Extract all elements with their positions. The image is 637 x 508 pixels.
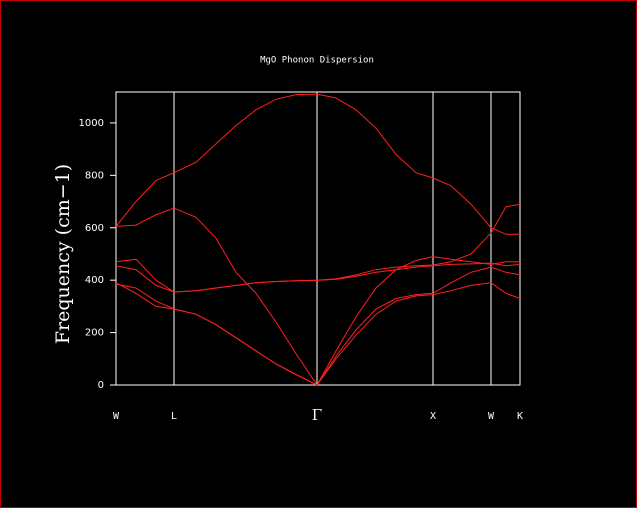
branch-line xyxy=(115,262,521,293)
y-tick-label: 800 xyxy=(85,170,104,181)
x-tick-label: X xyxy=(430,411,436,422)
x-tick-label: Γ xyxy=(312,406,322,424)
x-tick-label: L xyxy=(171,411,177,422)
y-tick-label: 400 xyxy=(85,275,104,286)
y-tick-label: 600 xyxy=(85,223,104,234)
branch-line xyxy=(115,266,521,386)
y-tick-label: 200 xyxy=(85,328,104,339)
x-tick-label: W xyxy=(113,411,120,422)
y-tick-label: 0 xyxy=(98,380,104,391)
y-axis-label: Frequency (cm−1) xyxy=(52,164,74,344)
y-tick-label: 1000 xyxy=(79,118,104,129)
branch-line xyxy=(115,207,520,386)
chart-title: MgO Phonon Dispersion xyxy=(260,56,374,66)
plot-frame xyxy=(115,91,521,386)
branch-line xyxy=(115,93,520,235)
x-tick-label: W xyxy=(488,411,495,422)
x-tick-label: K xyxy=(517,411,523,422)
